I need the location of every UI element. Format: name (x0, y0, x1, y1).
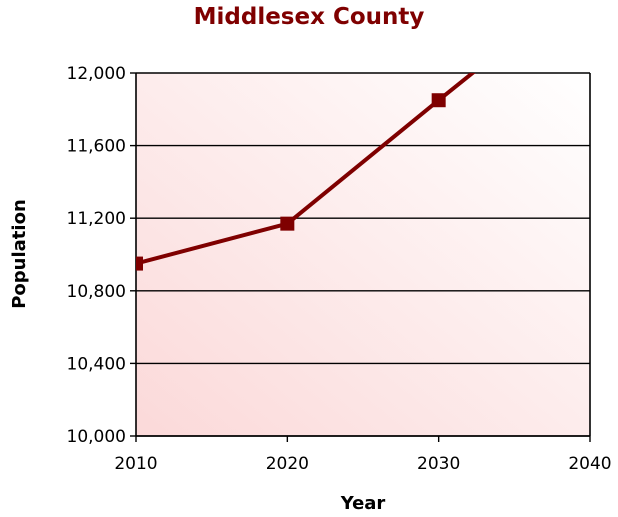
series (136, 73, 476, 271)
tick-labels: 10,000 10,400 10,800 11,200 11,600 12,000 2010… (67, 64, 612, 474)
y-tick-label: 10,800 (67, 282, 126, 302)
y-tick-label: 10,000 (67, 427, 126, 447)
data-point-marker (136, 256, 143, 271)
x-tick-label: 2010 (114, 454, 157, 474)
y-tick-label: 11,600 (67, 137, 126, 157)
x-axis-title: Year (340, 493, 386, 514)
x-tick-label: 2040 (568, 454, 611, 474)
y-tick-label: 12,000 (67, 64, 126, 84)
chart-title: Middlesex County (193, 4, 425, 30)
y-tick-label: 11,200 (67, 209, 126, 229)
series-line (136, 73, 476, 266)
x-tick-label: 2020 (266, 454, 309, 474)
data-point-marker (431, 93, 446, 108)
plot-area (136, 73, 590, 436)
data-point-marker (280, 216, 295, 231)
y-axis-title: Population (9, 199, 30, 309)
y-tick-label: 10,400 (67, 354, 126, 374)
axes (130, 72, 591, 442)
x-tick-label: 2030 (417, 454, 460, 474)
